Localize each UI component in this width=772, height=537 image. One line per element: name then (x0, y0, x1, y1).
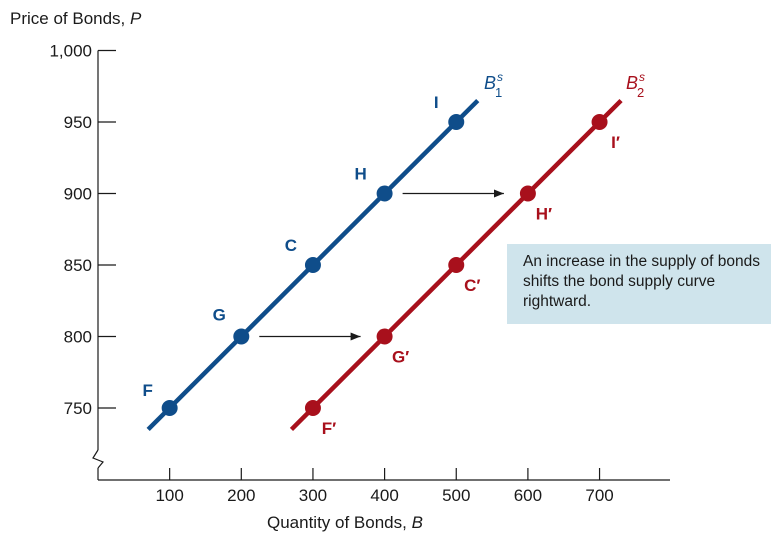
x-tick-label: 200 (227, 486, 255, 505)
x-tick-label: 400 (370, 486, 398, 505)
x-axis-title: Quantity of Bonds, B (267, 513, 423, 532)
y-tick-label: 800 (64, 328, 92, 347)
point-g-prime (376, 328, 393, 345)
point-f (161, 400, 178, 416)
y-tick-label: 850 (64, 256, 92, 275)
point-g (233, 328, 250, 345)
point-h (376, 185, 393, 202)
y-tick-label: 1,000 (49, 42, 92, 61)
point-label: G (213, 306, 226, 325)
point-label: H′ (536, 205, 552, 224)
y-tick-label: 900 (64, 185, 92, 204)
x-tick-label: 500 (442, 486, 470, 505)
point-f-prime (304, 400, 321, 416)
supply-curve-2-label: Bs 2 (626, 70, 645, 100)
point-c-prime (448, 257, 465, 273)
point-i (448, 114, 465, 130)
point-label: G′ (392, 348, 409, 367)
supply-curve-1-label: Bs 1 (484, 70, 503, 100)
point-i-prime (591, 114, 608, 130)
point-label: H (354, 165, 366, 184)
point-h-prime (519, 185, 536, 202)
point-label: F′ (322, 419, 336, 438)
axes (92, 49, 670, 481)
shift-arrows (259, 189, 504, 341)
point-label: I′ (611, 133, 620, 152)
y-tick-label: 750 (64, 399, 92, 418)
point-c (304, 257, 321, 273)
point-label: C (285, 236, 297, 255)
y-tick-label: 950 (64, 113, 92, 132)
point-label: C′ (464, 276, 480, 295)
point-label: I (434, 93, 439, 112)
x-tick-label: 100 (155, 486, 183, 505)
y-axis-title: Price of Bonds, P (10, 9, 142, 28)
x-tick-label: 600 (514, 486, 542, 505)
point-labels: F G C H I F′ G′ C′ H′ I′ (142, 93, 620, 438)
annotation-box: An increase in the supply of bonds shift… (507, 244, 771, 324)
data-points (161, 114, 608, 416)
tick-labels: 750 800 850 900 950 1,000 100 200 300 400 500 600 70… (49, 42, 613, 506)
point-label: F (142, 381, 152, 400)
x-tick-label: 300 (299, 486, 327, 505)
x-tick-label: 700 (585, 486, 613, 505)
y-axis-break (92, 449, 104, 469)
